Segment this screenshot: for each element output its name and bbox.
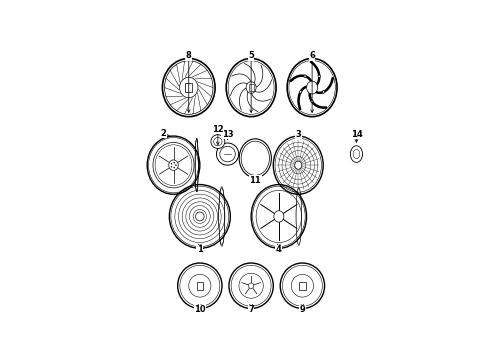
Ellipse shape (171, 163, 172, 164)
Ellipse shape (169, 160, 178, 170)
Ellipse shape (350, 146, 363, 162)
Ellipse shape (246, 82, 256, 93)
Text: 4: 4 (276, 245, 282, 254)
Polygon shape (196, 282, 203, 290)
Ellipse shape (217, 143, 239, 165)
Text: 5: 5 (248, 51, 254, 60)
Ellipse shape (175, 165, 176, 166)
Text: 3: 3 (295, 130, 301, 139)
Text: 1: 1 (197, 245, 203, 254)
Polygon shape (185, 83, 192, 92)
Text: 14: 14 (350, 130, 362, 139)
Ellipse shape (304, 75, 306, 77)
Ellipse shape (311, 100, 313, 103)
Text: 11: 11 (249, 176, 261, 185)
Text: 9: 9 (299, 305, 305, 314)
Polygon shape (299, 282, 306, 290)
Text: 8: 8 (186, 51, 192, 60)
Ellipse shape (211, 135, 225, 149)
Ellipse shape (171, 166, 172, 167)
Ellipse shape (318, 75, 320, 77)
Ellipse shape (274, 211, 284, 222)
Text: 6: 6 (309, 51, 315, 60)
Ellipse shape (299, 91, 302, 93)
Ellipse shape (295, 161, 302, 169)
Text: 13: 13 (222, 130, 233, 139)
Text: 7: 7 (248, 305, 254, 314)
Ellipse shape (307, 81, 318, 94)
Polygon shape (248, 84, 254, 91)
Ellipse shape (322, 91, 324, 93)
Ellipse shape (179, 77, 198, 98)
Ellipse shape (174, 162, 175, 163)
Ellipse shape (196, 212, 204, 221)
Ellipse shape (174, 167, 175, 168)
Text: 2: 2 (161, 129, 167, 138)
Text: 10: 10 (194, 305, 206, 314)
Ellipse shape (248, 283, 254, 288)
Text: 12: 12 (212, 125, 224, 134)
